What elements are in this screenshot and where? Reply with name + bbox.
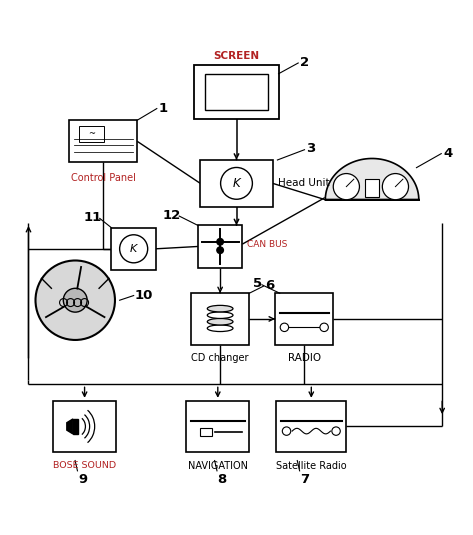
Bar — [53, 401, 116, 452]
Circle shape — [333, 173, 359, 200]
Text: RADIO: RADIO — [288, 353, 321, 363]
Text: K: K — [233, 177, 240, 190]
Ellipse shape — [207, 312, 233, 318]
Text: 3: 3 — [307, 142, 315, 155]
Text: Head Unit: Head Unit — [278, 178, 330, 188]
Bar — [200, 160, 273, 207]
Bar — [79, 126, 105, 142]
Text: Control Panel: Control Panel — [71, 173, 136, 182]
Circle shape — [217, 247, 223, 254]
Text: NAVIGATION: NAVIGATION — [188, 461, 248, 471]
Bar — [112, 228, 156, 270]
Text: 9: 9 — [78, 473, 87, 486]
Bar — [198, 225, 242, 268]
Bar — [275, 293, 333, 345]
Circle shape — [282, 427, 291, 435]
Bar — [194, 65, 279, 119]
Text: CD changer: CD changer — [192, 353, 249, 363]
Bar — [70, 120, 137, 162]
Bar — [186, 401, 249, 452]
Bar — [365, 179, 379, 197]
Circle shape — [217, 239, 223, 245]
Text: K: K — [130, 244, 137, 254]
Circle shape — [120, 235, 148, 263]
Text: 4: 4 — [443, 147, 452, 159]
Circle shape — [320, 323, 328, 332]
Text: 8: 8 — [218, 473, 227, 486]
Bar — [276, 401, 346, 452]
Text: 10: 10 — [135, 289, 153, 302]
Bar — [200, 428, 212, 436]
Ellipse shape — [207, 318, 233, 325]
Text: 7: 7 — [300, 473, 309, 486]
Text: ~: ~ — [88, 129, 95, 138]
Text: 1: 1 — [158, 102, 168, 114]
Circle shape — [35, 261, 115, 340]
Text: 12: 12 — [163, 209, 181, 221]
Polygon shape — [325, 158, 419, 200]
Ellipse shape — [207, 325, 233, 332]
Text: 6: 6 — [265, 279, 274, 292]
Bar — [205, 74, 268, 111]
Circle shape — [332, 427, 340, 435]
Text: 2: 2 — [300, 56, 309, 69]
Text: SCREEN: SCREEN — [213, 51, 260, 60]
Text: 5: 5 — [253, 277, 262, 291]
Text: BOSE SOUND: BOSE SOUND — [53, 461, 116, 470]
Text: Satellite Radio: Satellite Radio — [276, 461, 347, 471]
Bar — [73, 419, 78, 434]
Circle shape — [382, 173, 409, 200]
Circle shape — [63, 288, 87, 312]
Circle shape — [220, 167, 253, 199]
Polygon shape — [67, 419, 73, 434]
Text: CAN BUS: CAN BUS — [247, 240, 288, 249]
Circle shape — [280, 323, 289, 332]
Ellipse shape — [207, 305, 233, 312]
Bar — [191, 293, 249, 345]
Text: 11: 11 — [83, 211, 102, 224]
